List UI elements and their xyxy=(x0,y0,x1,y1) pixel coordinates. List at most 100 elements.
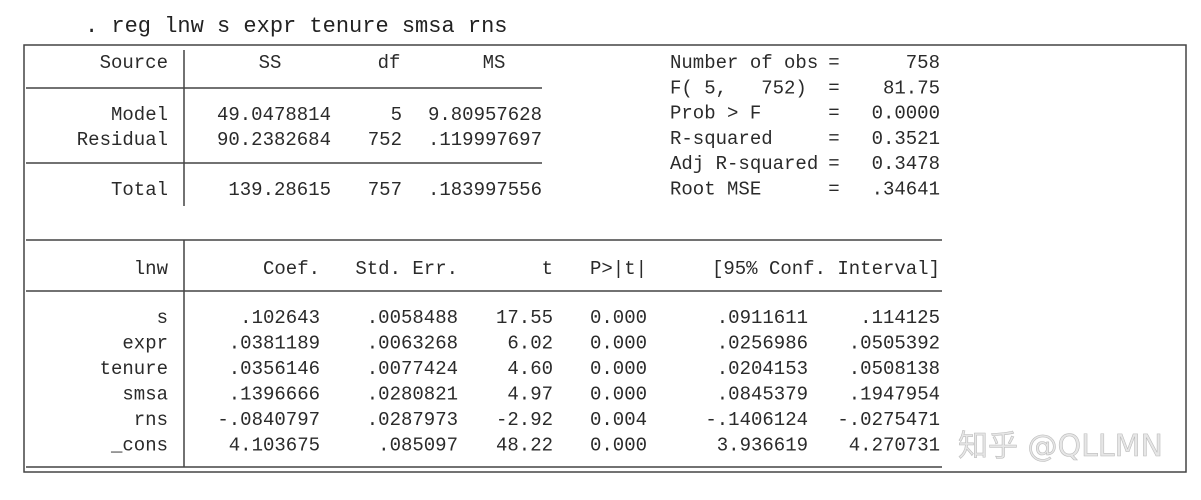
coef-value: .0381189 xyxy=(229,333,320,355)
ci-upper: .1947954 xyxy=(849,384,940,406)
stat-equals: = xyxy=(828,153,839,175)
stderr-value: .0077424 xyxy=(367,358,458,380)
stat-label: Root MSE xyxy=(670,179,761,201)
table-row: tenure .0356146 .0077424 4.60 0.000 .0204153.… xyxy=(100,358,940,380)
anova-row-model: Model 49.0478814 5 9.80957628 xyxy=(111,104,542,126)
coef-value: .0356146 xyxy=(229,358,320,380)
stat-row: Number of obs = 758 xyxy=(670,52,940,74)
source-label: Model xyxy=(111,104,168,126)
stat-value: .34641 xyxy=(872,179,940,201)
stderr-value: .0287973 xyxy=(367,409,458,431)
command-line: . reg lnw s expr tenure smsa rns xyxy=(85,14,507,39)
source-label: Total xyxy=(111,179,168,201)
model-stats: Number of obs = 758 F( 5, 752) = 81.75 Prob > … xyxy=(670,52,940,201)
ss-value: 139.28615 xyxy=(228,179,331,201)
ci-upper: -.0275471 xyxy=(837,409,940,431)
header-df: df xyxy=(378,52,401,74)
ci-lower: .0256986 xyxy=(717,333,808,355)
variable-name: rns xyxy=(134,409,168,431)
ci-lower: .0845379 xyxy=(717,384,808,406)
variable-name: tenure xyxy=(100,358,168,380)
stat-value: 0.3478 xyxy=(872,153,940,175)
header-ms: MS xyxy=(483,52,506,74)
header-depvar: lnw xyxy=(134,258,169,280)
ci-lower: .0204153 xyxy=(717,358,808,380)
stat-value: 758 xyxy=(906,52,940,74)
variable-name: smsa xyxy=(122,384,168,406)
t-value: -2.92 xyxy=(496,409,553,431)
ci-upper: 4.270731 xyxy=(849,435,940,457)
df-value: 752 xyxy=(368,129,402,151)
header-source: Source xyxy=(100,52,168,74)
header-pvalue: P>|t| xyxy=(590,258,647,280)
stat-row: Adj R-squared = 0.3478 xyxy=(670,153,940,175)
stat-equals: = xyxy=(828,52,839,74)
stat-row: F( 5, 752) = 81.75 xyxy=(670,77,940,99)
header-ss: SS xyxy=(259,52,282,74)
ci-upper: .114125 xyxy=(860,307,940,329)
t-value: 4.60 xyxy=(507,358,553,380)
anova-row-total: Total 139.28615 757 .183997556 xyxy=(111,179,542,201)
t-value: 48.22 xyxy=(496,435,553,457)
stat-label: Adj R-squared xyxy=(670,153,818,175)
coef-value: -.0840797 xyxy=(217,409,320,431)
stat-label: Number of obs xyxy=(670,52,818,74)
header-t: t xyxy=(542,258,553,280)
stat-value: 81.75 xyxy=(883,77,940,99)
ci-lower: -.1406124 xyxy=(705,409,808,431)
p-value: 0.000 xyxy=(590,307,647,329)
coef-value: .102643 xyxy=(240,307,320,329)
ms-value: .183997556 xyxy=(428,179,542,201)
ci-upper: .0508138 xyxy=(849,358,940,380)
table-row: expr .0381189 .0063268 6.02 0.000 .0256986 .05… xyxy=(122,333,940,355)
stat-equals: = xyxy=(828,77,839,99)
stat-equals: = xyxy=(828,103,839,125)
ss-value: 49.0478814 xyxy=(217,104,331,126)
table-row: smsa .1396666 .0280821 4.97 0.000 .0845379 .19… xyxy=(122,384,940,406)
coef-value: 4.103675 xyxy=(229,435,320,457)
stderr-value: .0058488 xyxy=(367,307,458,329)
ci-upper: .0505392 xyxy=(849,333,940,355)
p-value: 0.000 xyxy=(590,358,647,380)
header-conf-interval: [95% Conf. Interval] xyxy=(712,258,940,280)
variable-name: s xyxy=(157,307,168,329)
stat-row: Prob > F = 0.0000 xyxy=(670,103,940,125)
table-row: s .102643 .0058488 17.55 0.000 .0911611 .11412… xyxy=(157,307,940,329)
watermark: 知乎 @QLLMN xyxy=(958,429,1163,464)
coef-value: .1396666 xyxy=(229,384,320,406)
p-value: 0.000 xyxy=(590,435,647,457)
stderr-value: .085097 xyxy=(378,435,458,457)
table-row: rns -.0840797 .0287973 -2.92 0.004 -.1406124 -… xyxy=(134,409,940,431)
ms-value: .119997697 xyxy=(428,129,542,151)
table-row: _cons 4.103675 .085097 48.22 0.000 3.936619 4.… xyxy=(110,435,940,457)
variable-name: expr xyxy=(122,333,168,355)
header-coef: Coef. xyxy=(263,258,320,280)
stat-row: Root MSE = .34641 xyxy=(670,179,940,201)
stat-equals: = xyxy=(828,128,839,150)
stderr-value: .0280821 xyxy=(367,384,458,406)
ci-lower: .0911611 xyxy=(717,307,808,329)
stat-value: 0.0000 xyxy=(872,103,940,125)
anova-table: Source SS df MS Model 49.0478814 5 9.809… xyxy=(26,50,542,206)
variable-name: _cons xyxy=(110,435,168,457)
stat-value: 0.3521 xyxy=(872,128,940,150)
p-value: 0.004 xyxy=(590,409,647,431)
header-stderr: Std. Err. xyxy=(355,258,458,280)
stat-equals: = xyxy=(828,179,839,201)
stderr-value: .0063268 xyxy=(367,333,458,355)
stat-label: F( 5, 752) xyxy=(670,77,807,99)
p-value: 0.000 xyxy=(590,384,647,406)
ci-lower: 3.936619 xyxy=(717,435,808,457)
stat-label: R-squared xyxy=(670,128,773,150)
t-value: 4.97 xyxy=(507,384,553,406)
stat-label: Prob > F xyxy=(670,103,761,125)
ss-value: 90.2382684 xyxy=(217,129,331,151)
stat-row: R-squared = 0.3521 xyxy=(670,128,940,150)
df-value: 757 xyxy=(368,179,402,201)
coef-table: lnw Coef. Std. Err. t P>|t| [95% Conf. I… xyxy=(26,239,942,468)
source-label: Residual xyxy=(77,129,168,151)
t-value: 17.55 xyxy=(496,307,553,329)
anova-row-residual: Residual 90.2382684 752 .119997697 xyxy=(77,129,542,151)
ms-value: 9.80957628 xyxy=(428,104,542,126)
